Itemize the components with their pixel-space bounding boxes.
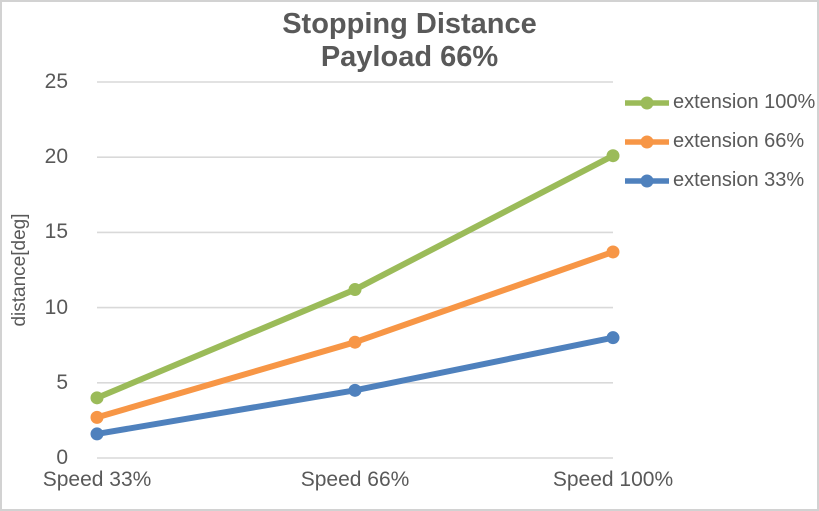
legend-item: extension 66% [625, 122, 815, 161]
chart-title-line2: Payload 66% [320, 41, 499, 73]
legend-label: extension 66% [673, 130, 805, 152]
y-tick-label: 25 [44, 70, 68, 93]
legend-item: extension 33% [625, 161, 815, 200]
chart-title: Stopping Distance Payload 66% [0, 8, 819, 74]
x-category-label: Speed 33% [42, 468, 152, 491]
data-point-marker [606, 149, 620, 163]
legend-item: extension 100% [625, 83, 815, 122]
chart-title-line1: Stopping Distance [282, 8, 537, 40]
data-point-marker [606, 245, 620, 259]
data-point-marker [348, 383, 362, 397]
data-point-marker [90, 410, 104, 424]
x-category-label: Speed 100% [552, 468, 674, 491]
data-point-marker [606, 331, 620, 345]
legend: extension 100% extension 66% extension 33% [625, 83, 815, 200]
data-point-marker [348, 335, 362, 349]
legend-label: extension 33% [673, 169, 805, 191]
y-tick-label: 0 [56, 446, 68, 469]
x-category-label: Speed 66% [300, 468, 410, 491]
y-tick-label: 5 [56, 370, 68, 394]
data-point-marker [348, 283, 362, 297]
y-tick-label: 10 [44, 295, 68, 319]
legend-line-marker-icon [625, 174, 669, 187]
legend-line-marker-icon [625, 135, 669, 148]
data-point-marker [90, 391, 104, 405]
legend-label: extension 100% [673, 91, 816, 113]
y-tick-label: 20 [44, 145, 68, 169]
y-tick-label: 15 [44, 220, 68, 244]
legend-line-marker-icon [625, 96, 669, 109]
data-point-marker [90, 427, 104, 441]
